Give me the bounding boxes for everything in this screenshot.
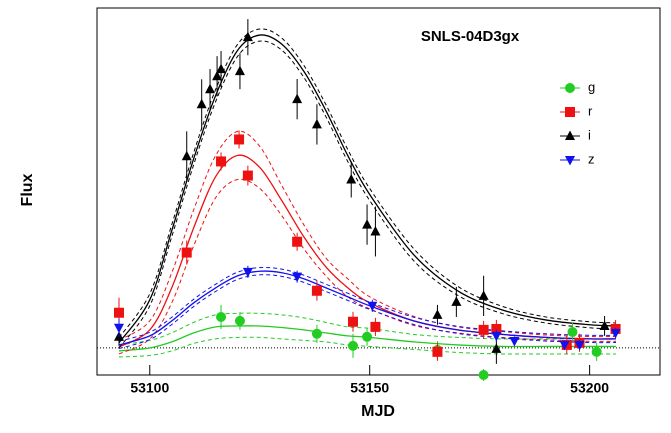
marker <box>491 331 502 342</box>
model-model <box>118 154 617 348</box>
marker <box>478 324 489 335</box>
marker <box>216 63 227 74</box>
model-model <box>118 34 617 344</box>
marker <box>311 118 322 129</box>
y-axis-label: Flux <box>19 173 36 206</box>
marker <box>113 307 124 318</box>
marker <box>567 326 578 337</box>
marker <box>432 346 443 357</box>
x-axis-label: MJD <box>361 403 395 420</box>
marker <box>292 236 303 247</box>
marker <box>234 315 245 326</box>
marker <box>205 83 216 94</box>
marker <box>113 323 124 334</box>
marker <box>559 340 570 351</box>
model-upper <box>118 28 617 338</box>
marker <box>362 331 373 342</box>
marker <box>311 328 322 339</box>
x-tick-label: 53200 <box>570 380 609 396</box>
marker <box>367 301 378 312</box>
marker <box>347 316 358 327</box>
chart-title: SNLS-04D3gx <box>421 28 520 45</box>
marker <box>234 134 245 145</box>
legend-marker <box>565 107 575 117</box>
marker <box>370 321 381 332</box>
model-upper <box>118 266 617 342</box>
model-lower <box>118 40 617 349</box>
marker <box>599 320 610 330</box>
marker <box>242 170 253 181</box>
marker <box>216 156 227 167</box>
legend-label: i <box>588 127 591 142</box>
marker <box>181 150 192 161</box>
marker <box>451 296 462 306</box>
model-lower <box>118 178 617 355</box>
marker <box>574 340 585 351</box>
x-tick-label: 53100 <box>130 380 169 396</box>
marker <box>610 328 621 339</box>
marker <box>346 173 357 184</box>
marker <box>234 65 245 76</box>
marker <box>181 247 192 258</box>
marker <box>216 311 227 322</box>
marker <box>491 323 502 334</box>
marker <box>478 370 489 380</box>
marker <box>478 290 489 300</box>
model-lower <box>118 336 617 358</box>
legend-label: r <box>588 103 593 118</box>
marker <box>242 31 253 42</box>
x-tick-label: 53150 <box>350 380 389 396</box>
plot-frame <box>96 7 661 376</box>
marker <box>292 93 303 104</box>
model-model <box>118 270 617 346</box>
legend-label: g <box>588 79 595 94</box>
marker <box>491 343 502 353</box>
marker <box>347 340 358 351</box>
legend-marker <box>565 83 575 93</box>
marker <box>242 267 253 278</box>
model-upper <box>118 312 617 346</box>
model-upper <box>118 130 617 341</box>
marker <box>196 98 207 109</box>
marker <box>362 219 373 229</box>
marker <box>370 226 381 236</box>
marker <box>311 285 322 296</box>
legend-label: z <box>588 151 595 166</box>
marker <box>292 272 303 283</box>
legend-marker <box>565 156 575 166</box>
marker <box>591 346 602 357</box>
marker <box>212 70 223 81</box>
marker <box>509 337 520 347</box>
marker <box>432 309 443 319</box>
legend-marker <box>565 130 575 140</box>
